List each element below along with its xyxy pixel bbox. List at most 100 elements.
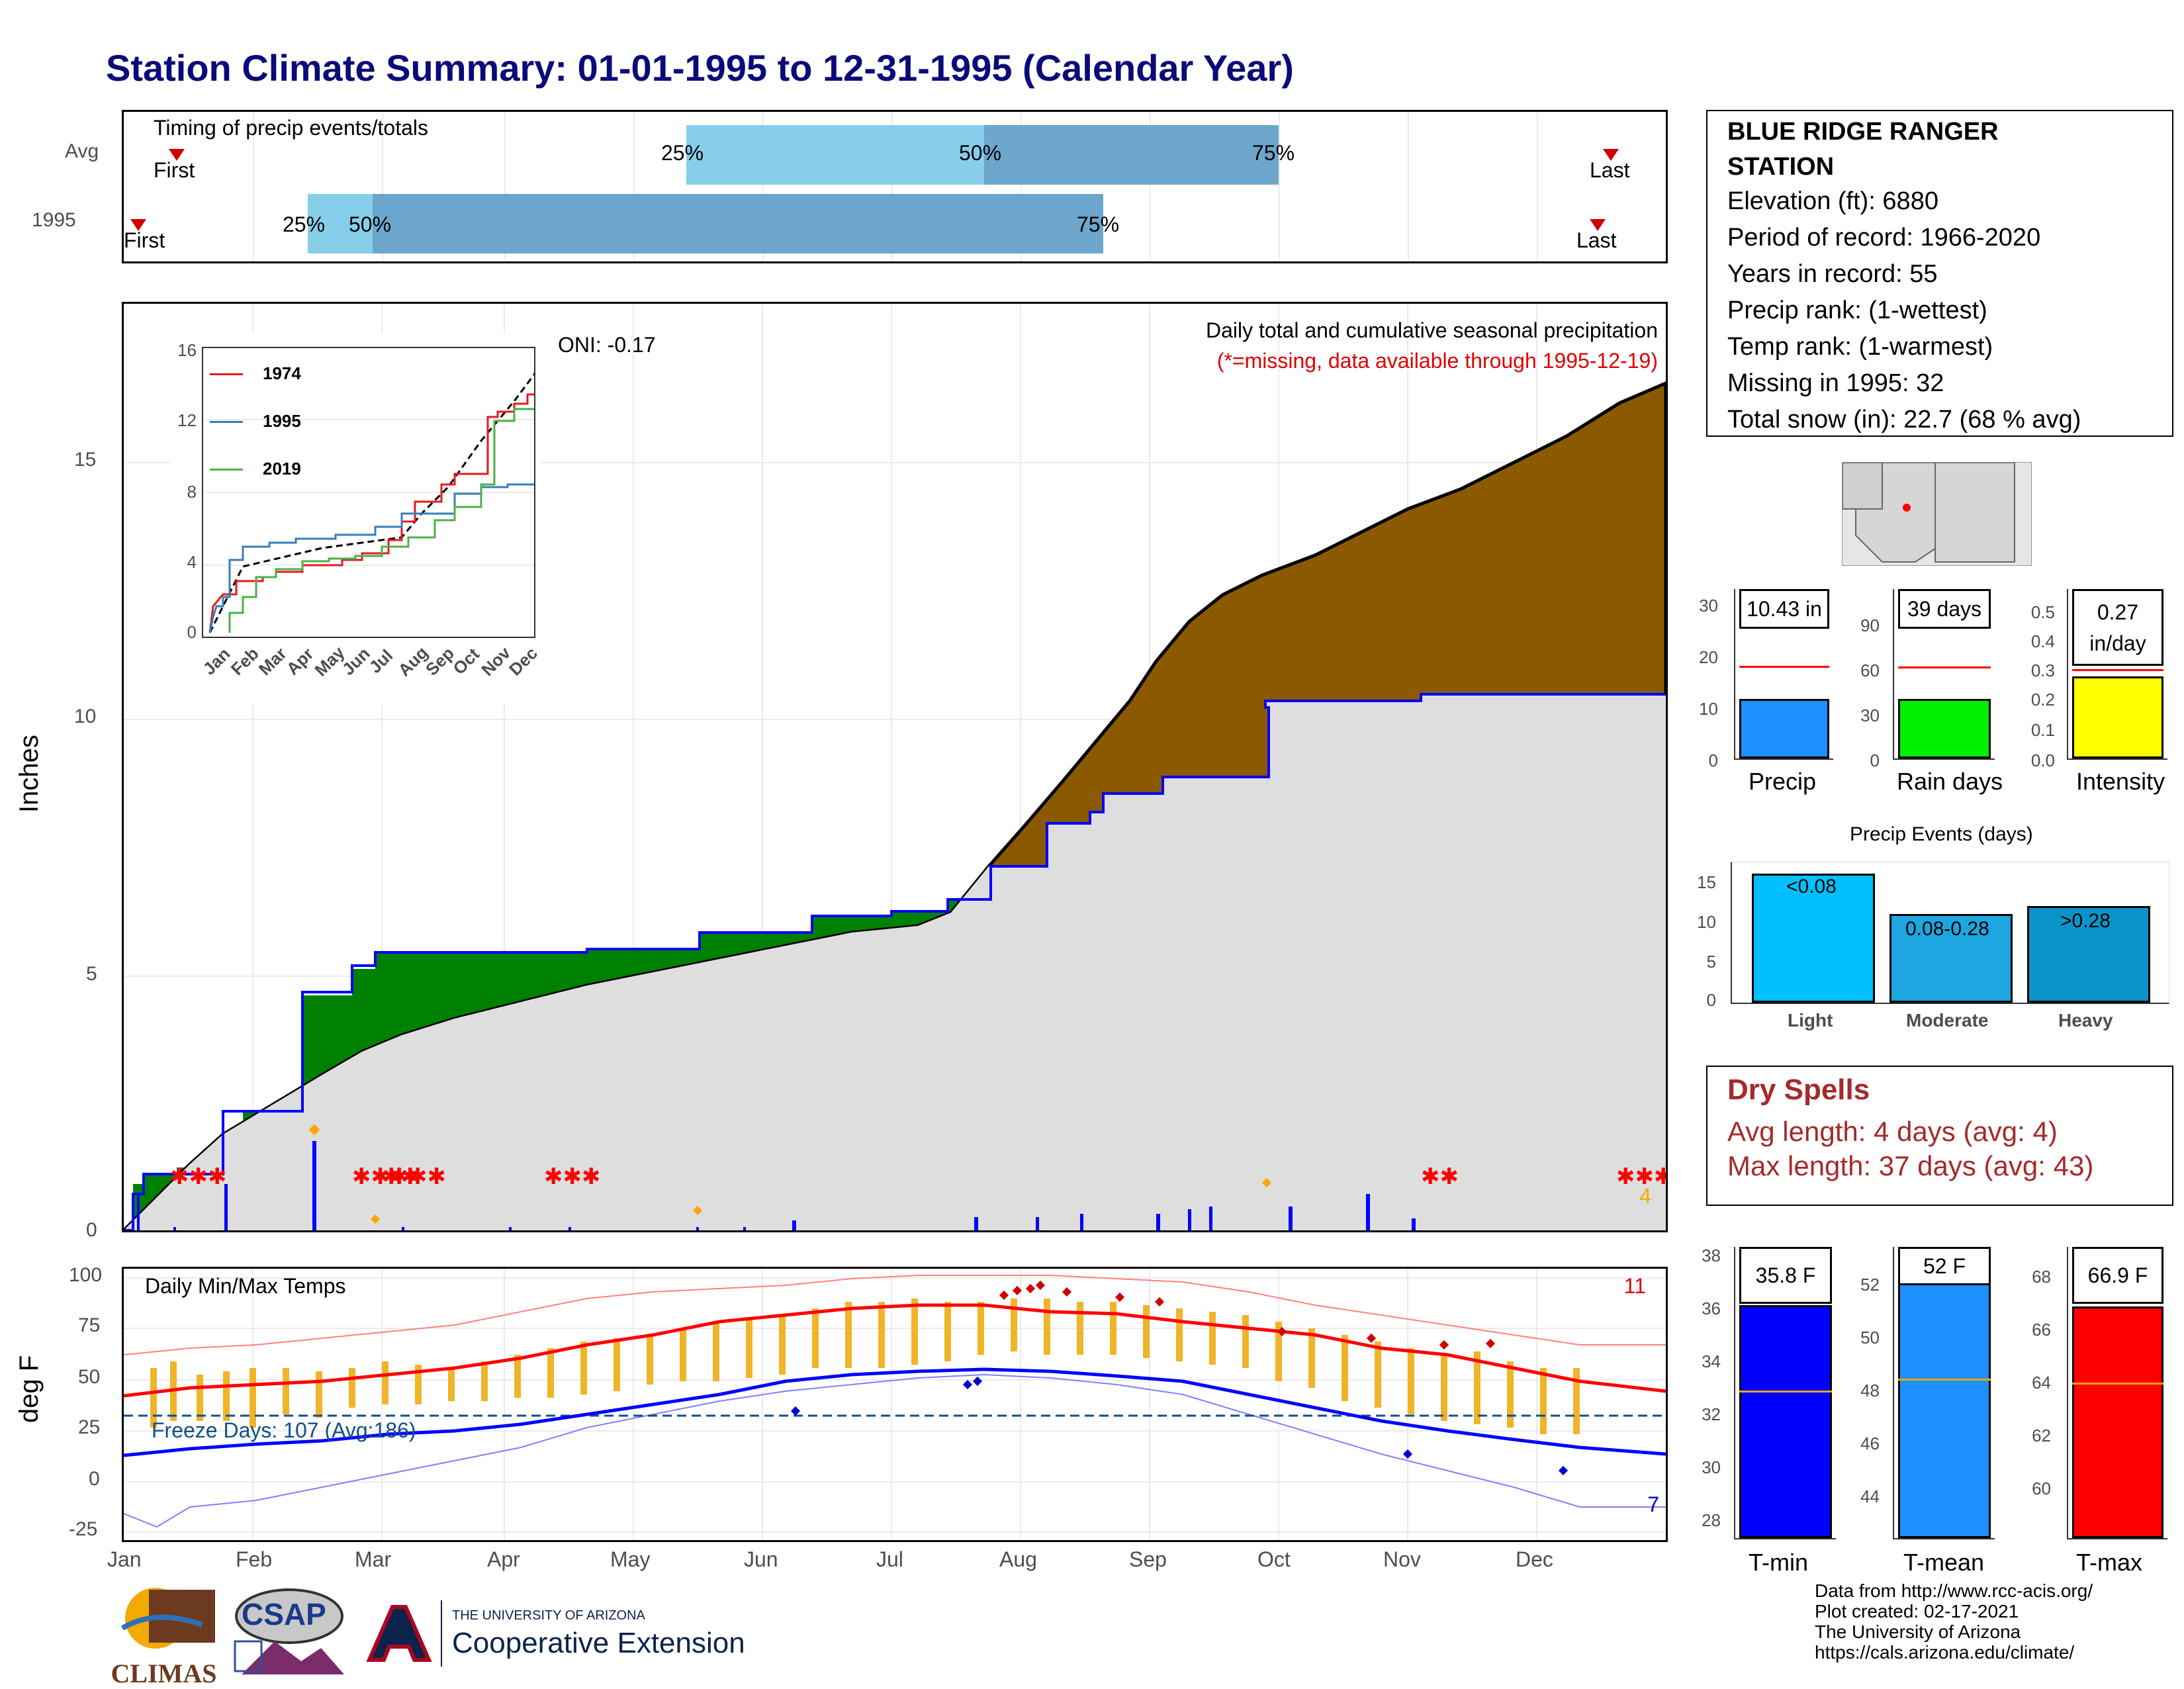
precip-sum-ytick-20: 20	[1699, 647, 1718, 667]
month-oct: Oct	[1257, 1547, 1291, 1571]
legend-label-2019: 2019	[263, 459, 301, 479]
events-ytick-15: 15	[1697, 872, 1716, 892]
csap-emblem	[234, 1588, 344, 1674]
precip-sum-ytick-30: 30	[1699, 596, 1718, 616]
missing-markers: ✱✱✱✱✱✱✱✱✱✱ ✱✱✱✱✱✱✱✱✱✱✱	[170, 1164, 1666, 1190]
station-info-box: BLUE RIDGE RANGER STATION Elevation (ft)…	[1706, 110, 2173, 437]
month-nov: Nov	[1383, 1547, 1421, 1571]
station-period: Period of record: 1966-2020	[1727, 224, 2041, 251]
summary-precip-chart: 30 20 10 0 10.43 in Precip	[1694, 589, 1833, 801]
inset-lines	[203, 372, 534, 633]
events-cat-heavy: Heavy	[2058, 1010, 2113, 1030]
raindays-label: Rain days	[1897, 768, 2003, 795]
yr-first-label: First	[124, 228, 165, 252]
daily-precip-bars	[137, 1141, 1416, 1230]
summary-raindays-chart: 90 60 30 0 39 days Rain days	[1853, 589, 2003, 801]
station-location-dot	[1903, 504, 1911, 512]
dry-spells-box: Dry Spells Avg length: 4 days (avg: 4) M…	[1706, 1066, 2173, 1206]
tmax-label: T-max	[2076, 1549, 2143, 1576]
temp-ytick-100: 100	[69, 1264, 103, 1286]
ua-a-emblem	[366, 1605, 432, 1662]
base-grey-area	[124, 694, 1666, 1230]
temp-ytitle: deg F	[15, 1355, 44, 1423]
month-may: May	[610, 1547, 651, 1571]
missing-note: (*=missing, data available through 1995-…	[1216, 349, 1658, 373]
ua-big-text: Cooperative Extension	[452, 1627, 745, 1659]
tmin-avg-line	[1739, 1391, 1832, 1392]
intensity-value: 0.27	[2097, 600, 2139, 624]
cumulative-1995-line	[124, 693, 1666, 1230]
climas-logo: CLIMAS	[109, 1582, 218, 1688]
precip-sum-avg-line	[1739, 666, 1829, 668]
inset-xtick-jul: Jul	[365, 645, 397, 678]
yr-first-marker	[130, 219, 146, 231]
tmin-ytick-34: 34	[1702, 1351, 1721, 1371]
events-bar-light-label: <0.08	[1786, 876, 1837, 897]
temp-label: Daily Min/Max Temps	[145, 1274, 346, 1298]
intensity-bar	[2072, 676, 2163, 758]
tmin-ytick-30: 30	[1702, 1457, 1721, 1477]
record-min-markers	[790, 1376, 1569, 1476]
intensity-ytick-04: 0.4	[2030, 631, 2055, 651]
precip-ytick-10: 10	[74, 706, 97, 727]
station-elevation: Elevation (ft): 6880	[1727, 187, 1938, 215]
raindays-ytick-90: 90	[1860, 616, 1880, 635]
inset-ytick-4: 4	[187, 552, 197, 572]
tmean-plot: 52 F	[1893, 1247, 1995, 1539]
ua-logo: THE UNIVERSITY OF ARIZONA Cooperative Ex…	[363, 1600, 747, 1673]
station-temp-rank: Temp rank: (1-warmest)	[1727, 333, 1993, 361]
precip-ytick-5: 5	[86, 963, 97, 985]
precip-events-title: Precip Events (days)	[1850, 823, 2033, 845]
inset-xtick-dec: Dec	[505, 643, 541, 680]
yr-p75-label: 75%	[1077, 212, 1120, 236]
precip-events-plot: <0.08 0.08-0.28 >0.28	[1731, 862, 2169, 1004]
csap-text: CSAP	[242, 1597, 326, 1631]
tmean-ytick-48: 48	[1860, 1381, 1880, 1400]
legend-swatch-1995	[210, 421, 243, 423]
timing-label: Timing of precip events/totals	[154, 116, 428, 140]
inset-line-2019	[228, 408, 534, 633]
dry-spells-max: Max length: 37 days (avg: 43)	[1727, 1150, 2094, 1181]
legend-swatch-1974	[210, 373, 243, 375]
raindays-value-box: 39 days	[1898, 589, 1991, 629]
intensity-ytick-00: 0.0	[2030, 751, 2055, 770]
raindays-avg-line	[1898, 666, 1991, 668]
intensity-ytick-02: 0.2	[2030, 690, 2055, 709]
inset-xtick-jan: Jan	[199, 643, 234, 679]
map-shapes	[1842, 462, 2031, 565]
tmin-ytick-28: 28	[1702, 1510, 1721, 1530]
tmean-label: T-mean	[1903, 1549, 1985, 1576]
svg-text:✱✱: ✱✱	[382, 1164, 420, 1190]
avg-first-label: First	[154, 158, 195, 182]
svg-text:✱✱✱✱✱✱: ✱✱✱✱✱✱	[1616, 1164, 1666, 1190]
climas-text: CLIMAS	[111, 1659, 217, 1688]
intensity-unit: in/day	[2089, 631, 2146, 655]
dry-spells-avg: Avg length: 4 days (avg: 4)	[1727, 1116, 2058, 1147]
temp-ytick-75: 75	[78, 1314, 101, 1336]
intensity-ytick-01: 0.1	[2030, 720, 2055, 740]
tmean-bar	[1898, 1279, 1991, 1538]
events-bar-heavy-label: >0.28	[2060, 910, 2111, 932]
station-name-2: STATION	[1727, 153, 1835, 181]
raindays-ytick-0: 0	[1870, 751, 1880, 770]
inset-plot-area: 1974 1995 2019	[202, 347, 535, 638]
inset-ytick-16: 16	[177, 340, 197, 360]
avg-25-50-bar	[686, 125, 984, 185]
events-bar-heavy	[2027, 906, 2150, 1003]
tmax-ytick-66: 66	[2032, 1320, 2051, 1340]
record-max-line	[124, 1275, 1666, 1355]
dry-spells-title: Dry Spells	[1727, 1073, 1870, 1106]
temp-ytick-neg25: -25	[69, 1518, 98, 1540]
record-max-markers	[999, 1280, 1496, 1350]
tmin-ytick-38: 38	[1702, 1246, 1721, 1265]
yr-50-75-bar	[373, 194, 1103, 253]
legend-label-1995: 1995	[263, 411, 301, 431]
month-sep: Sep	[1129, 1547, 1167, 1571]
temp-ytick-50: 50	[78, 1366, 101, 1388]
yr-last-label: Last	[1576, 228, 1617, 252]
events-ytick-0: 0	[1706, 990, 1716, 1010]
inset-legend: 1974 1995 2019	[210, 361, 329, 487]
raindays-ytick-60: 60	[1860, 661, 1880, 680]
footer-line1: Data from http://www.rcc-acis.org/	[1815, 1580, 2093, 1601]
precip-events-chart: Precip Events (days) 15 10 5 0 <0.08 0.0…	[1691, 821, 2174, 1039]
